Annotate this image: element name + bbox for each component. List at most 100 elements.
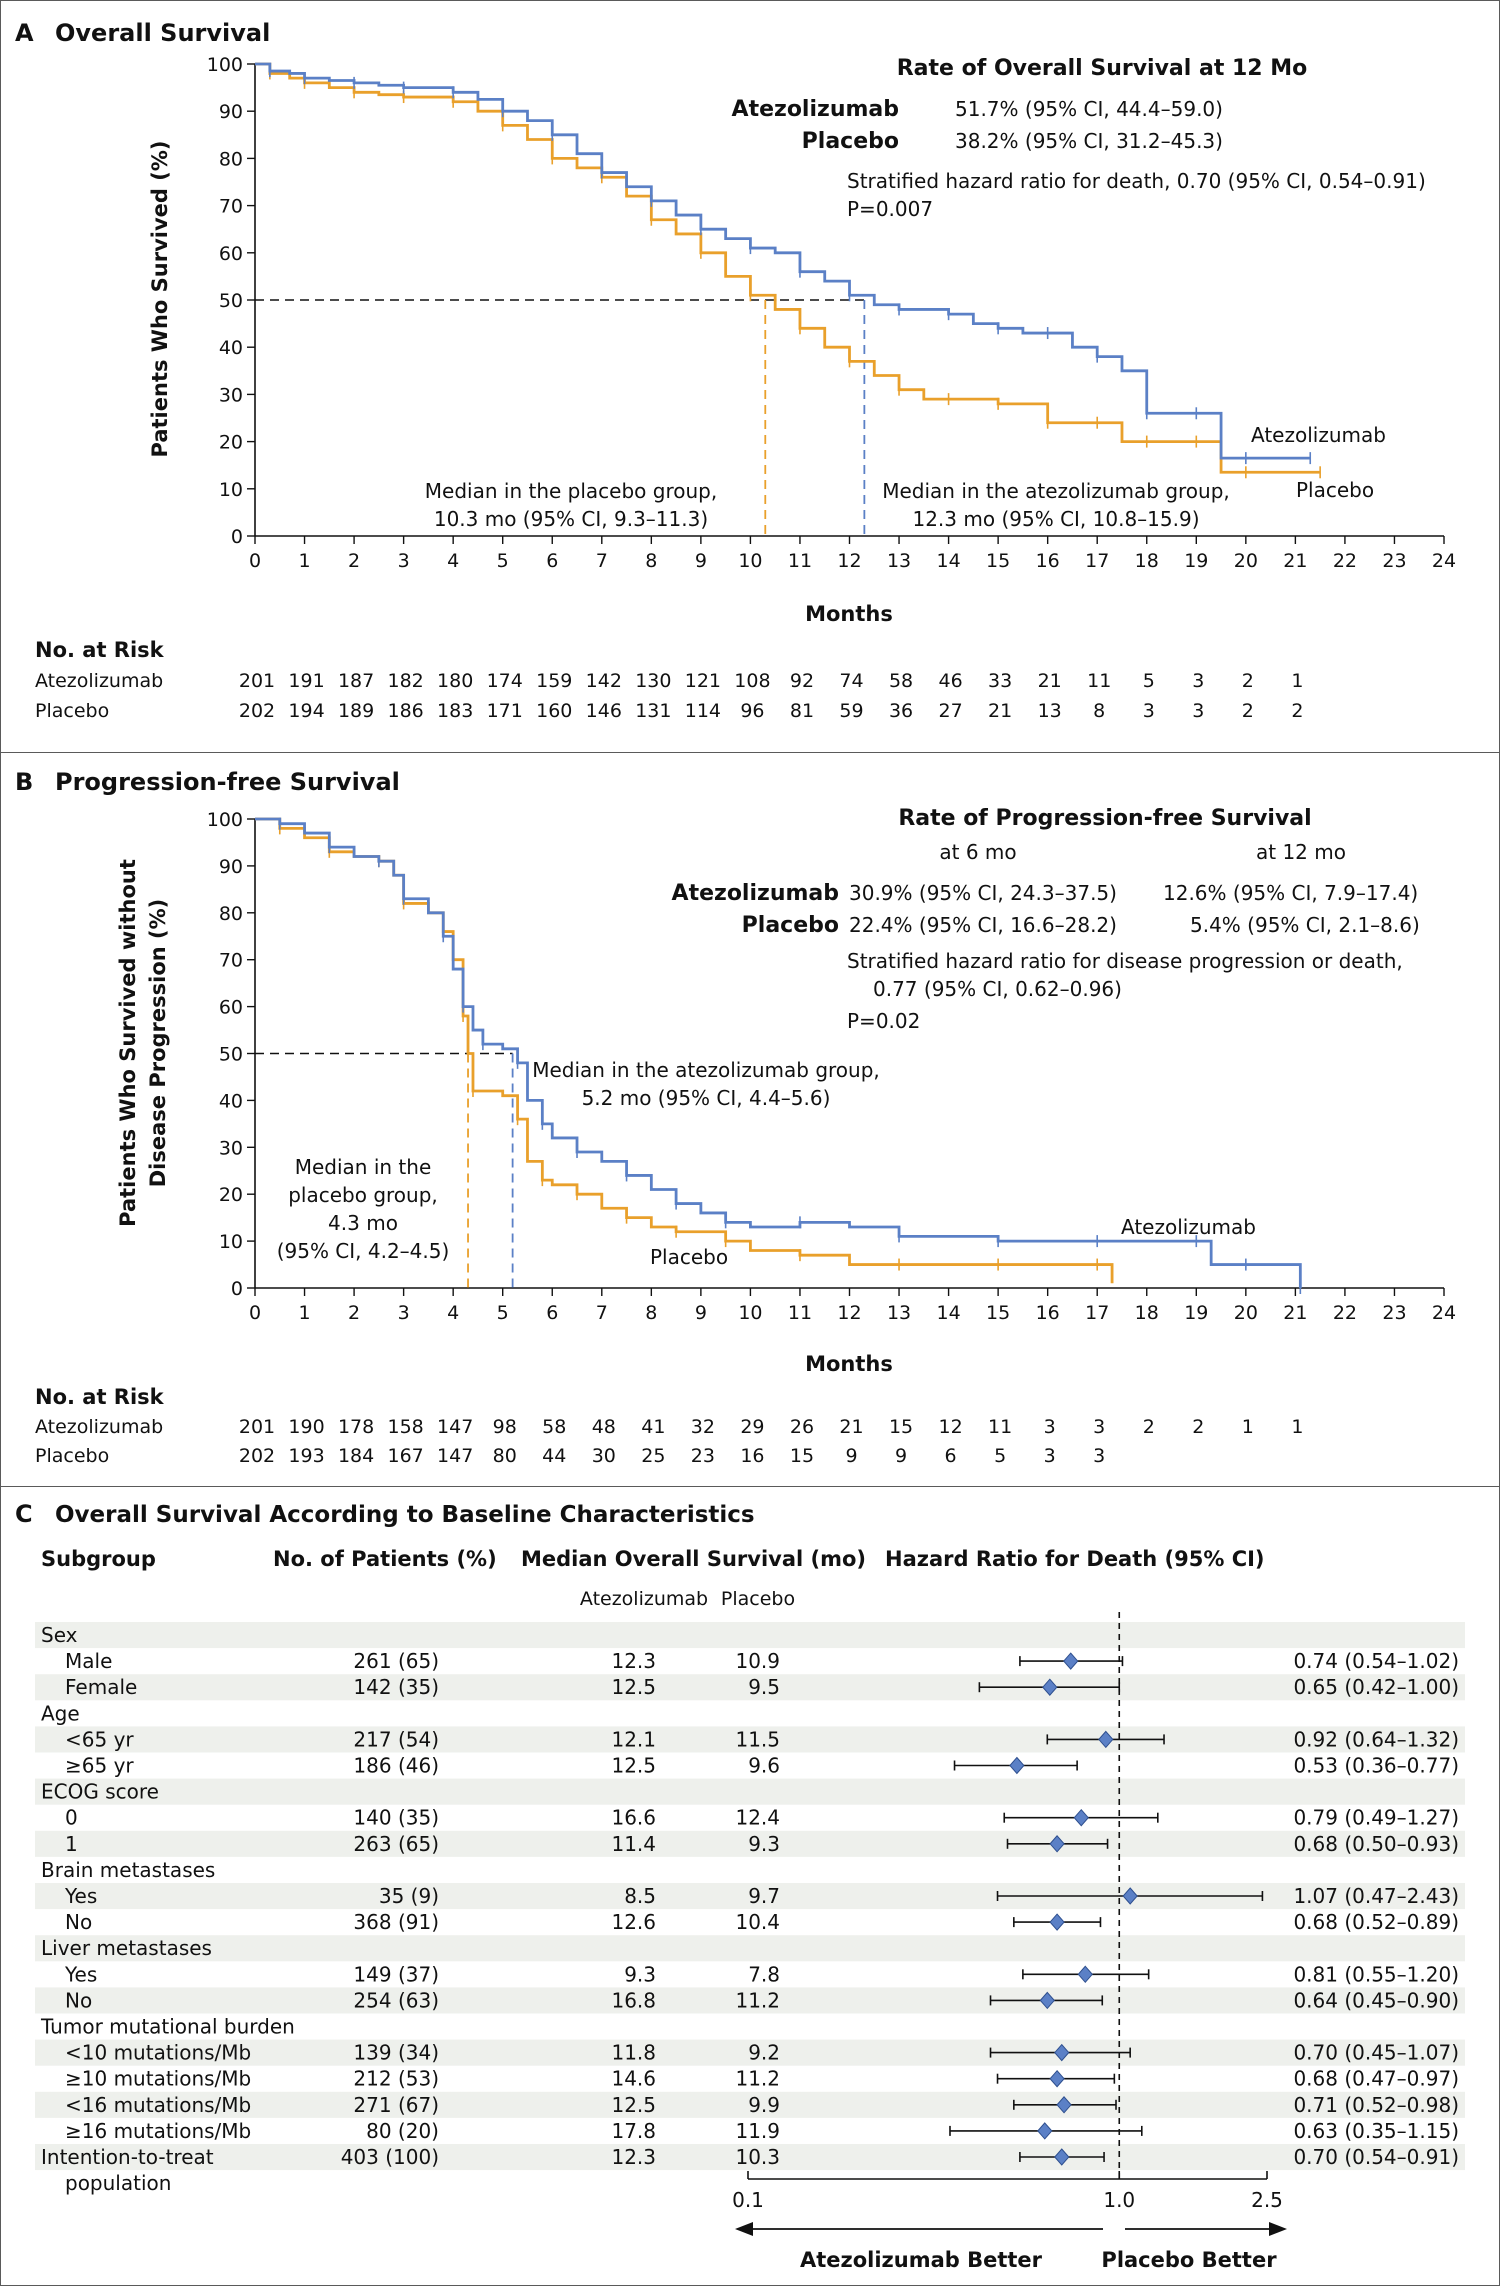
atezolizumab-better-label: Atezolizumab Better — [800, 2248, 1043, 2272]
atezolizumab-better-arrowhead — [735, 2222, 753, 2236]
pfs-risk-value: 48 — [592, 1416, 616, 1438]
panel-a: A Overall Survival Patients Who Survived… — [0, 0, 1500, 754]
median-placebo-value: 9.7 — [748, 1884, 780, 1908]
pfs-risk-value: 184 — [338, 1445, 374, 1467]
os-risk-value: 59 — [839, 700, 863, 722]
pfs-risk-value: 21 — [839, 1416, 863, 1438]
os-x-tick-label: 20 — [1234, 550, 1258, 572]
os-x-tick-label: 0 — [249, 550, 261, 572]
subgroup-label: Age — [41, 1701, 80, 1725]
median-placebo-value: 10.4 — [735, 1910, 780, 1934]
pfs-risk-value: 147 — [437, 1416, 473, 1438]
os-x-tick-label: 14 — [936, 550, 960, 572]
pfs-y-tick-label: 0 — [231, 1278, 243, 1300]
hazard-ratio-point — [1042, 1678, 1058, 1696]
os-y-tick-label: 10 — [219, 479, 243, 501]
pfs-y-tick-label: 100 — [207, 809, 243, 831]
os-x-tick-label: 6 — [546, 550, 558, 572]
median-placebo-value: 10.9 — [735, 1649, 780, 1673]
pfs-x-tick-label: 11 — [788, 1302, 812, 1324]
os-median-atezo-line2: 12.3 mo (95% CI, 10.8–15.9) — [912, 507, 1199, 531]
os-curve-label-placebo: Placebo — [1296, 478, 1374, 502]
pfs-risk-value: 25 — [641, 1445, 665, 1467]
hazard-ratio-value: 0.65 (0.42–1.00) — [1293, 1675, 1459, 1699]
os-hazard-ratio: Stratified hazard ratio for death, 0.70 … — [847, 169, 1426, 193]
os-x-tick-label: 21 — [1283, 550, 1307, 572]
row-shade — [35, 1935, 1465, 1962]
panel-a-ylabel: Patients Who Survived (%) — [148, 141, 172, 458]
os-risk-value: 36 — [889, 700, 913, 722]
row-shade — [35, 1778, 1465, 1805]
hazard-ratio-value: 0.79 (0.49–1.27) — [1293, 1806, 1459, 1830]
pfs-curve-atezolizumab — [255, 817, 1302, 1288]
pfs-x-tick-label: 19 — [1184, 1302, 1208, 1324]
os-risk-value: 183 — [437, 700, 473, 722]
os-risk-value: 171 — [487, 700, 523, 722]
median-atezolizumab-value: 12.3 — [611, 1649, 656, 1673]
pfs-risk-value: 178 — [338, 1416, 374, 1438]
pfs-x-tick-label: 12 — [837, 1302, 861, 1324]
pfs-median-placebo-line1: Median in the — [295, 1155, 432, 1179]
pfs-x-tick-label: 4 — [447, 1302, 459, 1324]
row-shade — [35, 1987, 1465, 2014]
pfs-risk-value: 26 — [790, 1416, 814, 1438]
hazard-ratio-value: 0.53 (0.36–0.77) — [1293, 1754, 1459, 1778]
os-risk-value: 3 — [1192, 700, 1204, 722]
os-y-tick-label: 40 — [219, 337, 243, 359]
os-risk-value: 2 — [1242, 700, 1254, 722]
median-atezolizumab-value: 17.8 — [611, 2119, 656, 2143]
pfs-x-tick-label: 22 — [1333, 1302, 1357, 1324]
placebo-better-arrowhead — [1269, 2222, 1287, 2236]
os-rate-heading: Rate of Overall Survival at 12 Mo — [897, 56, 1308, 81]
header-median-os: Median Overall Survival (mo) — [521, 1547, 866, 1571]
median-atezolizumab-value: 12.5 — [611, 1675, 656, 1699]
median-atezolizumab-value: 12.6 — [611, 1910, 656, 1934]
pfs-risk-value: 3 — [1093, 1445, 1105, 1467]
patients-value: 254 (63) — [353, 1988, 439, 2012]
os-risk-value: 131 — [635, 700, 671, 722]
pfs-y-tick-label: 60 — [219, 997, 243, 1019]
hazard-ratio-point — [1039, 1991, 1055, 2010]
hazard-ratio-point — [1077, 1965, 1093, 1984]
pfs-x-tick-label: 16 — [1036, 1302, 1060, 1324]
pfs-x-tick-label: 7 — [596, 1302, 608, 1324]
panel-b: B Progression-free Survival Patients Who… — [0, 752, 1500, 1488]
median-placebo-value: 9.5 — [748, 1675, 780, 1699]
os-x-tick-label: 7 — [596, 550, 608, 572]
row-shade — [35, 2039, 1465, 2066]
median-atezolizumab-value: 12.1 — [611, 1727, 656, 1751]
hazard-ratio-point — [1009, 1756, 1025, 1775]
os-risk-value: 201 — [239, 670, 275, 692]
os-risk-value: 33 — [988, 670, 1012, 692]
panel-a-letter: A — [15, 19, 34, 47]
os-x-tick-label: 5 — [497, 550, 509, 572]
median-placebo-value: 7.8 — [748, 1962, 780, 1986]
subgroup-label: Brain metastases — [41, 1858, 215, 1882]
row-shade — [35, 1622, 1465, 1649]
pfs-x-tick-label: 8 — [645, 1302, 657, 1324]
os-risk-value: 180 — [437, 670, 473, 692]
os-curve-atezolizumab — [255, 62, 1311, 460]
os-risk-heading: No. at Risk — [35, 638, 165, 662]
median-placebo-value: 12.4 — [735, 1806, 780, 1830]
pfs-curve-label-atezolizumab: Atezolizumab — [1121, 1215, 1256, 1239]
panel-b-ylabel-line2: Disease Progression (%) — [146, 899, 170, 1188]
os-risk-value: 202 — [239, 700, 275, 722]
os-x-tick-label: 11 — [788, 550, 812, 572]
patients-value: 139 (34) — [353, 2041, 439, 2065]
pfs-x-tick-label: 6 — [546, 1302, 558, 1324]
row-shade — [35, 1830, 1465, 1857]
median-atezolizumab-value: 12.5 — [611, 2093, 656, 2117]
os-risk-value: 146 — [586, 700, 622, 722]
hazard-ratio-point — [1063, 1652, 1079, 1670]
os-median-placebo-line1: Median in the placebo group, — [425, 479, 717, 503]
pfs-risk-value: 201 — [239, 1416, 275, 1438]
subgroup-label: Intention-to-treat — [41, 2145, 214, 2169]
forest-x-tick-label: 2.5 — [1251, 2188, 1283, 2212]
pfs-risk-atezo-label: Atezolizumab — [35, 1416, 163, 1438]
panel-c: C Overall Survival According to Baseline… — [0, 1486, 1500, 2286]
pfs-col-12mo: at 12 mo — [1256, 840, 1346, 864]
subgroup-label: No — [65, 1988, 92, 2012]
os-rate-placebo-value: 38.2% (95% CI, 31.2–45.3) — [955, 129, 1223, 153]
